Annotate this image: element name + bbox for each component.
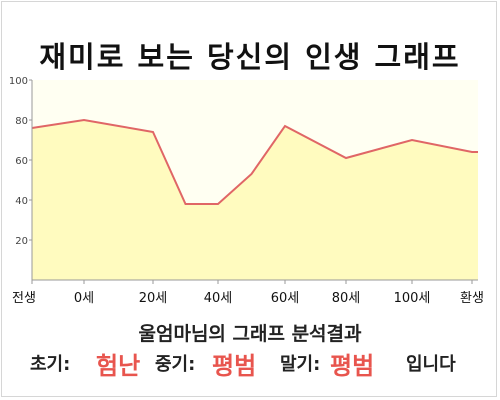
x-tick-label: 100세 [394, 291, 431, 306]
y-tick-label: 100 [9, 76, 28, 87]
y-tick-label: 20 [15, 236, 28, 247]
y-tick-label: 60 [15, 156, 28, 167]
x-tick-label: 40세 [204, 291, 233, 306]
x-tick-label: 0세 [74, 291, 94, 306]
series-line [31, 118, 478, 205]
late-result: 말기: [280, 350, 320, 376]
ending-result: 입니다 [406, 350, 456, 376]
late-value-wrap: 평범 [330, 346, 374, 381]
early-result: 초기: [30, 350, 70, 376]
late-label: 말기: [280, 354, 321, 375]
middle-value-wrap: 평범 [212, 346, 256, 381]
early-label: 초기: [30, 354, 71, 375]
early-value-wrap: 험난 [96, 346, 140, 381]
y-tick-label: 80 [15, 116, 28, 127]
x-tick-label: 전생 [12, 291, 36, 306]
x-tick-label: 20세 [139, 291, 168, 306]
ending-text: 입니다 [406, 354, 456, 375]
early-value: 험난 [96, 352, 141, 380]
late-value: 평범 [330, 352, 375, 380]
x-tick-label: 80세 [332, 291, 361, 306]
y-tick-label: 40 [15, 196, 28, 207]
area-fill [32, 120, 478, 280]
middle-result: 중기: [155, 350, 195, 376]
analysis-subtitle: 울엄마님의 그래프 분석결과 [138, 323, 362, 345]
middle-value: 평범 [212, 352, 257, 380]
x-tick-label: 60세 [271, 291, 300, 306]
x-tick-label: 환생 [460, 291, 484, 306]
chart-title: 재미로 보는 당신의 인생 그래프 [39, 40, 461, 74]
middle-label: 중기: [155, 354, 196, 375]
